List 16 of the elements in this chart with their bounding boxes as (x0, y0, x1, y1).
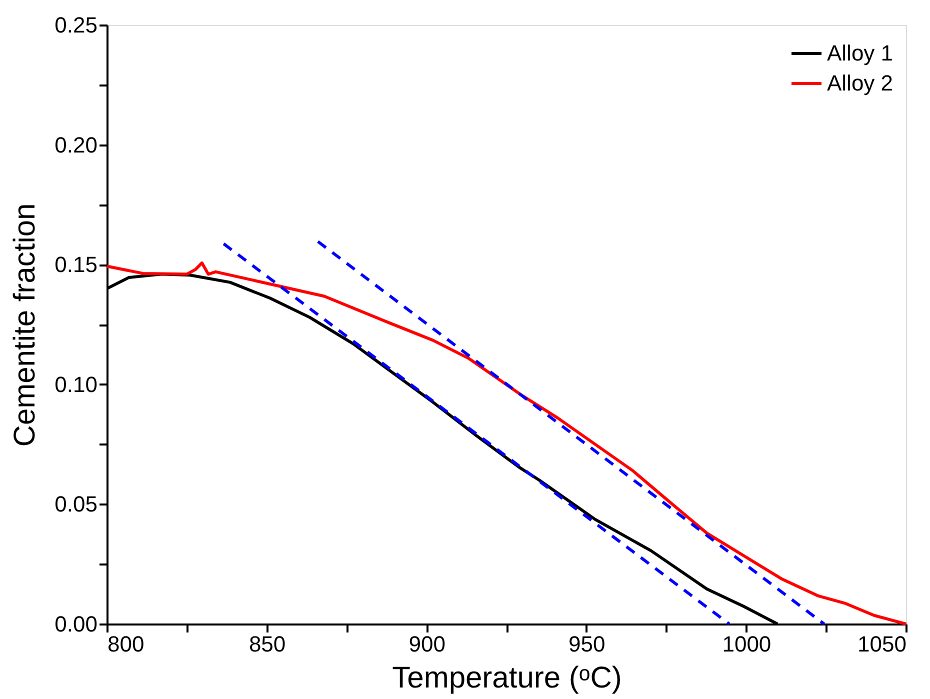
y-tick-label: 0.05 (54, 492, 98, 517)
y-tick-label: 0.10 (54, 372, 98, 397)
x-tick-label: 900 (408, 632, 446, 656)
legend-label: Alloy 1 (827, 40, 894, 66)
x-tick-label: 800 (108, 632, 144, 656)
x-tick-label: 850 (248, 632, 286, 656)
x-axis-title: Temperature (ᵒC) (392, 662, 622, 694)
y-axis-title: Cementite fraction (8, 203, 42, 447)
legend-label: Alloy 2 (827, 70, 894, 96)
x-tick-label: 1050 (858, 632, 906, 656)
y-tick-label: 0.15 (54, 252, 98, 278)
x-tick-label: 1000 (722, 632, 772, 656)
y-tick-label: 0.00 (54, 612, 98, 636)
y-tick-label: 0.20 (54, 132, 98, 158)
x-tick-label: 950 (568, 632, 606, 656)
y-tick-label: 0.25 (54, 12, 98, 38)
